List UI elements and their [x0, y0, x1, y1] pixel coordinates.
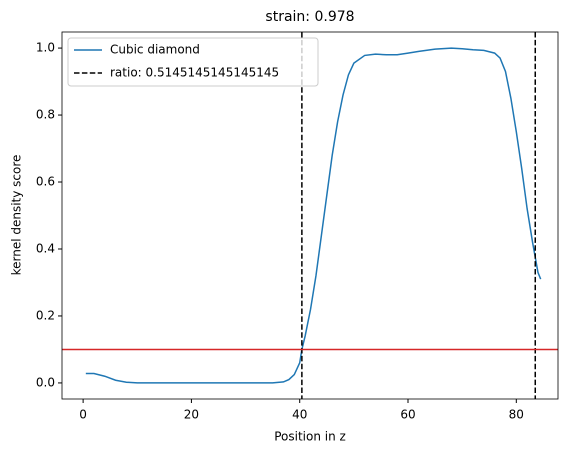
- y-tick-label: 0.4: [36, 241, 55, 255]
- x-tick-label: 80: [509, 408, 524, 422]
- x-tick-label: 40: [292, 408, 307, 422]
- x-tick-label: 60: [400, 408, 415, 422]
- y-axis-label: kernel density score: [10, 155, 24, 276]
- legend-label: ratio: 0.5145145145145145: [110, 66, 279, 80]
- y-tick-label: 0.8: [36, 108, 55, 122]
- y-tick-label: 0.6: [36, 175, 55, 189]
- x-axis-label: Position in z: [274, 430, 346, 444]
- plot-frame: [61, 31, 559, 400]
- chart-title: strain: 0.978: [265, 9, 354, 25]
- y-tick-label: 1.0: [36, 41, 55, 55]
- x-tick-label: 0: [79, 408, 87, 422]
- x-tick-label: 20: [184, 408, 199, 422]
- legend-label: Cubic diamond: [110, 43, 200, 57]
- legend-box: [67, 37, 319, 87]
- y-tick-label: 0.0: [36, 375, 55, 389]
- y-tick-label: 0.2: [36, 308, 55, 322]
- data-line: [85, 47, 542, 384]
